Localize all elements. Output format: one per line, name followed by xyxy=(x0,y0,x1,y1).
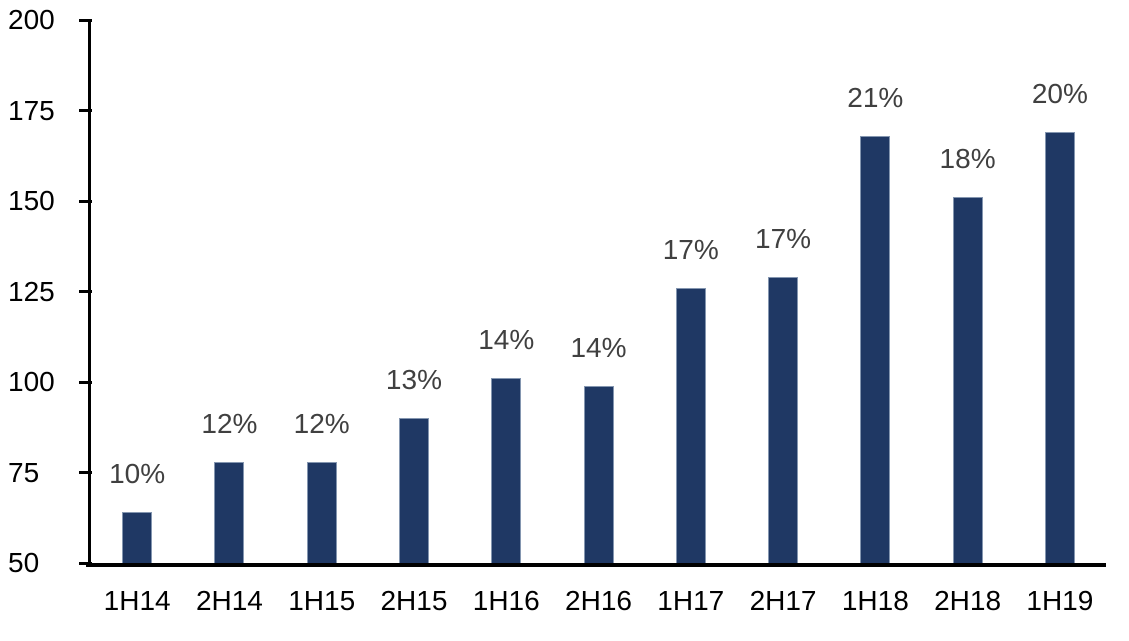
x-category-label: 1H15 xyxy=(288,585,356,616)
x-category-label: 1H17 xyxy=(657,585,725,616)
bar-2H16 xyxy=(583,385,614,563)
y-tick-label: 175 xyxy=(8,94,55,126)
bar-2H14 xyxy=(214,461,245,563)
y-tick xyxy=(79,109,92,112)
y-tick xyxy=(79,18,92,22)
y-tick xyxy=(79,199,92,203)
y-tick xyxy=(79,290,92,293)
x-category-label: 2H17 xyxy=(749,585,817,616)
y-tick-label: 100 xyxy=(8,366,55,397)
x-category-label: 1H16 xyxy=(472,585,540,616)
y-tick xyxy=(79,471,92,474)
bar-value-label: 14% xyxy=(478,324,535,356)
bar-value-label: 12% xyxy=(293,407,350,439)
bar-1H16 xyxy=(491,378,522,563)
x-category-label: 1H19 xyxy=(1026,585,1094,616)
y-tick-label: 125 xyxy=(8,275,55,307)
bar-value-label: 10% xyxy=(109,458,166,490)
bar-2H18 xyxy=(952,197,983,563)
x-axis-line xyxy=(86,563,1106,567)
y-axis-line xyxy=(88,20,91,567)
bar-value-label: 14% xyxy=(570,331,627,363)
bar-1H17 xyxy=(675,287,706,563)
bar-value-label: 18% xyxy=(939,143,996,175)
bar-2H17 xyxy=(768,277,799,563)
bar-value-label: 21% xyxy=(847,81,904,113)
bar-1H14 xyxy=(122,512,153,563)
y-tick xyxy=(79,561,92,565)
y-tick-label: 75 xyxy=(8,456,40,488)
y-tick-label: 200 xyxy=(8,4,55,35)
x-category-label: 1H14 xyxy=(103,585,171,616)
bar-2H15 xyxy=(398,418,429,563)
x-category-label: 2H16 xyxy=(565,585,632,616)
bar-value-label: 20% xyxy=(1031,78,1088,110)
bar-value-label: 13% xyxy=(385,364,442,396)
bar-1H15 xyxy=(306,461,337,563)
x-category-label: 2H15 xyxy=(380,585,448,616)
bar-1H18 xyxy=(860,135,891,563)
x-category-label: 1H18 xyxy=(841,585,909,616)
x-category-label: 2H18 xyxy=(934,585,1002,616)
x-category-label: 2H14 xyxy=(195,585,263,616)
bar-1H19 xyxy=(1044,132,1075,563)
y-tick xyxy=(79,380,92,384)
y-tick-label: 150 xyxy=(8,185,55,216)
bar-value-label: 17% xyxy=(662,233,719,265)
bar-value-label: 12% xyxy=(201,407,258,439)
y-tick-label: 50 xyxy=(8,547,40,578)
bar-value-label: 17% xyxy=(755,223,812,255)
